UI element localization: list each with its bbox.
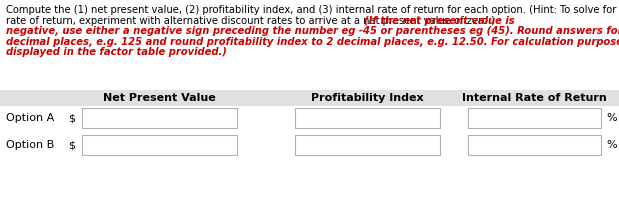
Text: Compute the (1) net present value, (2) profitability index, and (3) internal rat: Compute the (1) net present value, (2) p… xyxy=(6,5,619,15)
Text: Option A: Option A xyxy=(6,113,54,123)
Text: decimal places, e.g. 125 and round profitability index to 2 decimal places, e.g.: decimal places, e.g. 125 and round profi… xyxy=(6,36,619,46)
Bar xyxy=(295,135,440,155)
Text: %: % xyxy=(606,140,617,150)
Text: Option B: Option B xyxy=(6,140,54,150)
Text: $: $ xyxy=(68,140,75,150)
Text: Internal Rate of Return: Internal Rate of Return xyxy=(462,93,607,103)
Bar xyxy=(468,108,601,128)
Text: $: $ xyxy=(68,113,75,123)
Text: Net Present Value: Net Present Value xyxy=(103,93,216,103)
Text: %: % xyxy=(606,113,617,123)
Bar xyxy=(0,90,619,106)
Bar xyxy=(468,135,601,155)
Text: Profitability Index: Profitability Index xyxy=(311,93,424,103)
Text: (If the net present value is: (If the net present value is xyxy=(364,16,515,25)
Text: displayed in the factor table provided.): displayed in the factor table provided.) xyxy=(6,47,227,57)
Text: rate of return, experiment with alternative discount rates to arrive at a net pr: rate of return, experiment with alternat… xyxy=(6,16,498,25)
Bar xyxy=(82,135,237,155)
Text: negative, use either a negative sign preceding the number eg -45 or parentheses : negative, use either a negative sign pre… xyxy=(6,26,619,36)
Bar xyxy=(295,108,440,128)
Bar xyxy=(82,108,237,128)
